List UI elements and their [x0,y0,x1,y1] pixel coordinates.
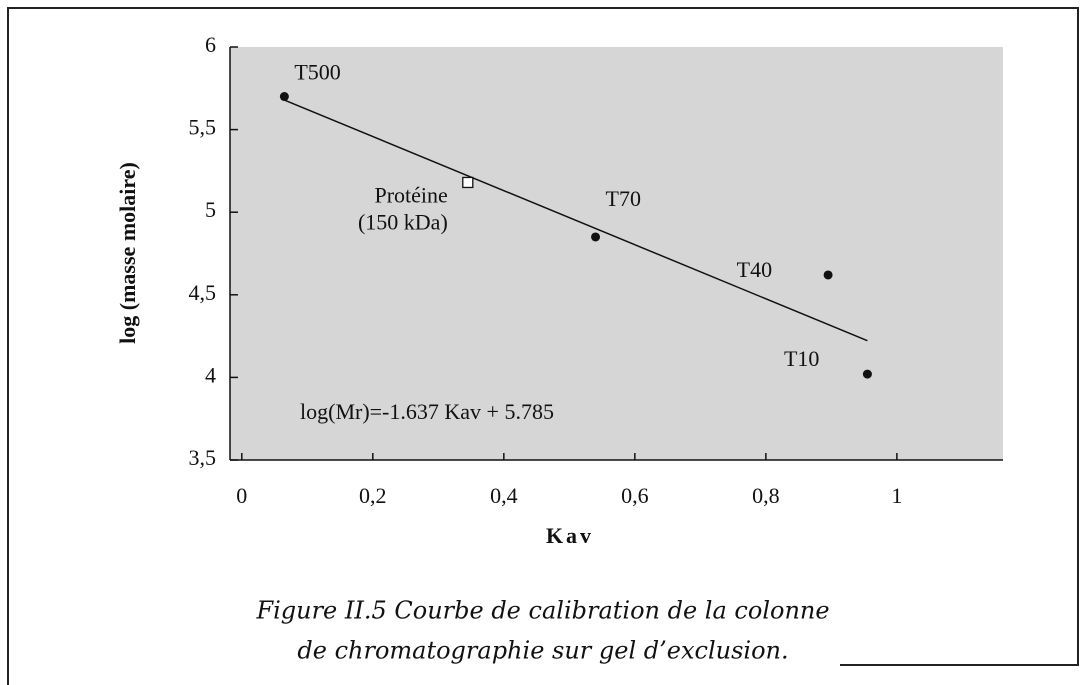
x-tick-label: 0,4 [490,483,518,508]
point-label: T70 [606,186,641,211]
fit-equation: log(Mr)=-1.637 Kav + 5.785 [300,399,554,424]
y-tick-label: 4 [205,362,216,387]
point-label: T40 [737,257,772,282]
caption: Figure II.5 Courbe de calibration de la … [255,597,829,625]
y-tick-label: 6 [205,32,216,57]
point-label: T10 [784,346,819,371]
frame [7,7,1079,685]
plot-area [230,47,1003,460]
x-axis-label: Kav [546,523,594,548]
point-label: Protéine [374,183,447,208]
y-axis-label: log (masse molaire) [115,162,140,344]
point [862,369,872,379]
x-tick-label: 0 [236,483,247,508]
x-tick-label: 0,6 [621,483,649,508]
caption: de chromatographie sur gel d’exclusion. [297,637,788,665]
y-tick-label: 5,5 [189,115,217,140]
x-tick-label: 0,2 [359,483,387,508]
y-tick-label: 4,5 [189,280,217,305]
point-label: T500 [294,60,340,85]
y-tick-label: 5 [205,197,216,222]
y-tick-label: 3,5 [189,445,217,470]
point [823,270,833,280]
point [279,92,289,102]
point-sublabel: (150 kDa) [358,210,448,235]
x-tick-label: 1 [891,483,902,508]
x-tick-label: 0,8 [752,483,780,508]
fit-line [284,99,868,342]
point [591,232,601,242]
point [462,176,474,189]
